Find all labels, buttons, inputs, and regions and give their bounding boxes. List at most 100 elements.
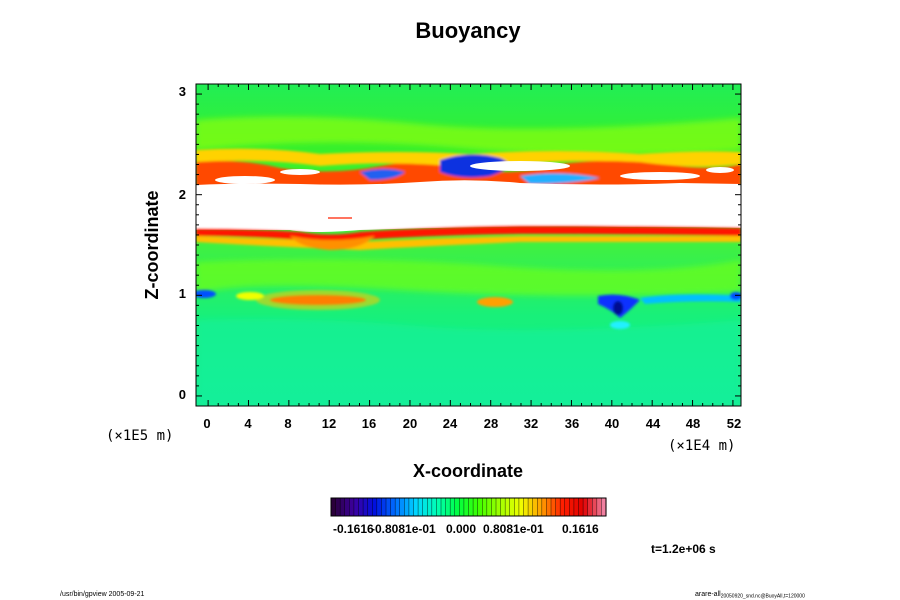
colorbar-swatch (413, 498, 419, 516)
upper-blue-patch-2 (360, 169, 405, 180)
white-saturated-band (196, 180, 741, 232)
colorbar-swatch (399, 498, 405, 516)
colorbar-swatch (537, 498, 543, 516)
colorbar-swatch (363, 498, 369, 516)
colorbar-swatch (390, 498, 396, 516)
colorbar-swatch (367, 498, 373, 516)
colorbar-swatch (564, 498, 570, 516)
colorbar-label: 0.8081e-01 (483, 522, 544, 536)
colorbar-swatch (358, 498, 364, 516)
footer-right-main: arare-all (695, 591, 721, 598)
upper-haze-band (196, 116, 741, 155)
upper-white-pocket-2 (280, 169, 320, 175)
lower-orange-halo (256, 290, 380, 310)
y-tick-label: 1 (179, 286, 186, 301)
footer-left: /usr/bin/gpview 2005-09-21 (60, 591, 145, 598)
upper-white-pocket-1 (215, 176, 275, 184)
colorbar-swatch (331, 498, 337, 516)
colorbar-swatch (344, 498, 350, 516)
colorbar-swatch (422, 498, 428, 516)
cyan-streak-lower (610, 321, 630, 329)
colorbar-swatch (518, 498, 525, 516)
x-axis-unit: (×1E4 m) (668, 438, 735, 454)
lower-yellow-patch (236, 292, 264, 300)
colorbar-swatch (473, 498, 479, 516)
chart-title: Buoyancy (415, 18, 521, 43)
colorbar-swatch (376, 498, 383, 516)
colorbar-swatch (505, 498, 511, 516)
colorbar-swatch (509, 498, 515, 516)
x-tick-label: 44 (646, 416, 661, 431)
x-tick-label: 16 (362, 416, 376, 431)
upper-white-pocket-5 (706, 167, 734, 173)
x-tick-label: 0 (203, 416, 210, 431)
colorbar-swatch (431, 498, 438, 516)
lower-orange-patch-2 (477, 297, 513, 307)
colorbar-swatch (459, 498, 465, 516)
colorbar-swatch (386, 498, 392, 516)
colorbar-swatch (555, 498, 561, 516)
colorbar-swatch (340, 498, 346, 516)
colorbar-swatch (335, 498, 341, 516)
colorbar-swatch (528, 498, 534, 516)
colorbar-swatch (551, 498, 557, 516)
colorbar-swatch (569, 498, 575, 516)
y-axis-unit: (×1E5 m) (106, 428, 173, 444)
colorbar-swatch (532, 498, 538, 516)
y-tick-label: 0 (179, 387, 186, 402)
colorbar-frame (330, 497, 607, 517)
x-tick-label: 32 (524, 416, 538, 431)
colorbar-label: 0.000 (446, 522, 476, 536)
x-tick-label: 12 (322, 416, 336, 431)
colorbar-swatch (445, 498, 451, 516)
x-tick-label: 36 (565, 416, 579, 431)
heatmap-field (196, 84, 741, 406)
y-tick-labels: 0 1 2 3 (179, 84, 186, 402)
colorbar-label: -0.1616 (333, 522, 374, 536)
x-tick-label: 4 (244, 416, 252, 431)
colorbar-swatch (482, 498, 488, 516)
colorbar-swatch (523, 498, 529, 516)
colorbar-swatch (395, 498, 401, 516)
lower-cyan-haze (196, 318, 741, 406)
upper-cyan-patch (520, 173, 600, 184)
colorbar-swatch (496, 498, 502, 516)
colorbar-swatch (408, 498, 415, 516)
left-edge-blue-patch (196, 290, 216, 298)
y-axis-title: Z-coordinate (142, 190, 162, 299)
colorbar-swatch (573, 498, 580, 516)
cyan-trail-x44 (640, 294, 741, 304)
x-tick-label: 28 (484, 416, 498, 431)
colorbar-swatch (491, 498, 497, 516)
x-tick-label: 8 (284, 416, 291, 431)
colorbar-swatch (454, 498, 460, 516)
colorbar-swatch (418, 498, 424, 516)
colorbar-swatch (353, 498, 360, 516)
footer-right-sub: 20050920_snd.nc@BuoyAll,t=120000 (721, 594, 805, 600)
mid-haze-band (196, 259, 741, 296)
x-tick-labels: 0 4 8 12 16 20 24 28 32 36 40 44 48 52 (203, 416, 741, 431)
x-tick-label: 48 (686, 416, 700, 431)
colorbar-swatch (427, 498, 433, 516)
colorbar-swatch (592, 498, 598, 516)
colorbar-swatch (441, 498, 447, 516)
colorbar-swatch (372, 498, 378, 516)
red-edge-band (196, 226, 741, 242)
colorbar-swatch (541, 498, 548, 516)
colorbar-label: -0.8081e-01 (371, 522, 436, 536)
colorbar-swatch (601, 498, 607, 516)
colorbar-swatch (560, 498, 566, 516)
y-tick-label: 2 (179, 187, 186, 202)
footer-right: arare-all20050920_snd.nc@BuoyAll,t=12000… (695, 591, 805, 600)
colorbar-swatch (436, 498, 442, 516)
colorbar-swatch (514, 498, 520, 516)
colorbar-swatch (450, 498, 456, 516)
colorbar (330, 498, 607, 516)
colorbar-swatch (477, 498, 483, 516)
upper-white-pocket-3 (470, 161, 570, 171)
right-edge-blue-patch (730, 292, 741, 300)
colorbar-swatch (486, 498, 493, 516)
colorbar-swatch (578, 498, 584, 516)
orange-bulge (290, 236, 375, 250)
